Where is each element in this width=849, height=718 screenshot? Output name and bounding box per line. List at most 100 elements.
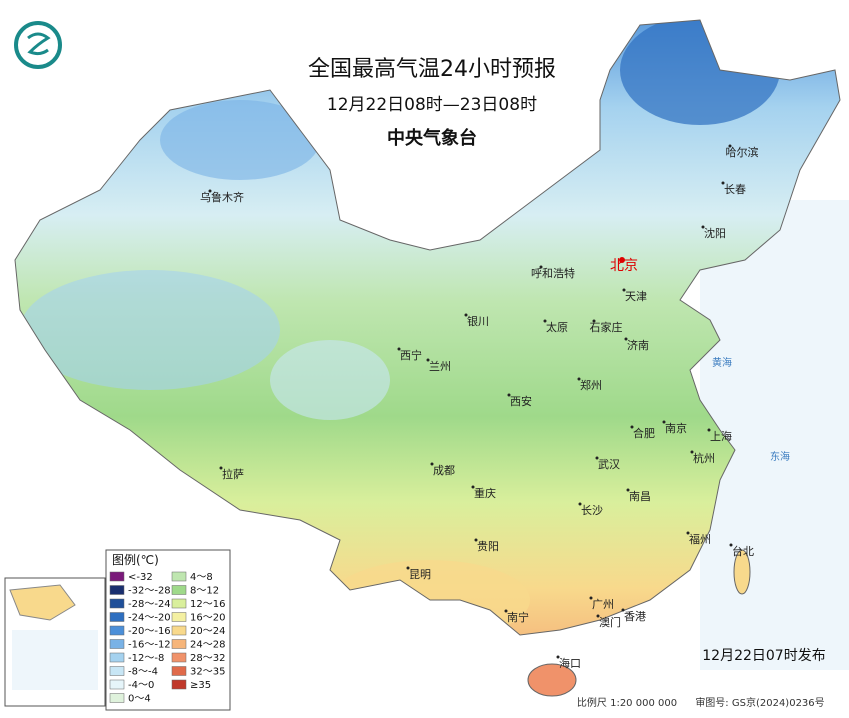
legend-label: 20～24 [190,626,225,637]
city-label: 北京 [610,258,638,274]
city-dot [690,450,694,454]
city-label: 贵阳 [477,540,499,553]
city-dot [507,393,511,397]
city-label: 沈阳 [704,226,726,240]
hainan [527,663,577,697]
city-label: 南京 [665,421,687,435]
legend-swatch [109,652,125,663]
logo [14,21,62,69]
legend-swatch [109,612,125,622]
scale: 比例尺 1:20 000 000 [577,696,677,709]
legend-label: <-32 [128,572,153,583]
city-dot [701,225,705,229]
city-label: 重庆 [474,486,496,500]
city-dot [721,181,725,185]
city-label: 合肥 [633,426,655,440]
city-label: 哈尔滨 [726,145,759,159]
city-dot [219,466,223,470]
city-dot [728,144,732,148]
legend-swatch [171,585,187,595]
legend-swatch [171,571,187,582]
legend-swatch [109,585,125,595]
city-dot [578,502,582,506]
city-dot [622,288,626,292]
city-label: 澳门 [599,615,621,629]
city-dot [630,425,634,429]
legend-box [105,549,231,711]
legend-swatch [171,612,187,622]
legend-label: 4～8 [190,572,213,583]
city-dot [589,596,593,600]
legend-swatch [109,693,125,703]
city-dot [397,347,401,351]
city-dot [208,189,212,193]
review-number: 审图号: GS京(2024)0236号 [695,696,824,709]
city-label: 海口 [559,656,581,670]
legend-swatch [109,666,125,676]
city-label: 天津 [625,290,647,303]
city-dot [430,462,434,466]
city-label: 兰州 [429,360,451,373]
subtitle: 12月22日08时—23日08时 [327,95,537,115]
city-label: 上海 [710,429,732,443]
city-dot [406,566,410,570]
legend-label: -8～-4 [128,667,158,678]
city-dot [426,358,430,362]
legend-swatch [109,625,125,636]
legend-label: 12～16 [190,599,225,610]
sea-label: 黄海 [712,356,732,369]
legend-label: ≥35 [190,680,211,691]
city-dot [543,319,547,323]
legend-swatch [109,639,125,649]
city-label: 成都 [433,464,455,477]
legend-swatch [171,666,187,676]
legend-label: -4～0 [128,680,154,691]
city-label: 福州 [689,532,711,546]
border [14,19,841,636]
city-label: 武汉 [598,458,620,471]
city-dot [556,655,560,659]
title: 全国最高气温24小时预报 [308,57,556,82]
city-dot [662,420,666,424]
sea [700,200,849,670]
city-label: 石家庄 [590,320,623,334]
city-dot [596,614,600,618]
city-dot [464,313,468,317]
legend: 图例(℃) <-32 -32～-28 -28～-24 -24～-20 -20～-16 -1… [105,549,231,711]
legend-label: 8～12 [190,586,219,597]
legend-swatch [171,679,187,690]
legend-label: -12～-8 [128,653,164,664]
city-label: 广州 [592,598,614,611]
city-label: 南宁 [507,610,529,624]
city-label: 银川 [467,314,489,328]
city-label: 乌鲁木齐 [200,190,244,204]
legend-swatch [109,598,125,609]
agency: 中央气象台 [387,127,477,149]
city-label: 西安 [510,394,532,408]
inset-land [9,584,76,621]
city-dot [577,377,581,381]
city-label: 拉萨 [222,467,244,481]
legend-swatch [171,639,187,649]
city-dot [619,257,625,263]
legend-title: 图例(℃) [112,553,159,567]
city-label: 西宁 [400,348,422,362]
city-dot [729,543,733,547]
city-dot [471,485,475,489]
legend-label: 16～20 [190,613,225,624]
legend-label: -16～-12 [128,640,171,651]
logo [27,32,51,56]
city-label: 太原 [546,321,568,334]
legend-swatch [171,625,187,636]
city-label: 济南 [627,338,649,352]
city-label: 南昌 [629,490,651,503]
city-dot [539,265,543,269]
legend-label: -28～-24 [128,599,171,610]
legend-label: -20～-16 [128,626,171,637]
city-dot [686,531,690,535]
city-label: 台北 [732,544,754,558]
city-dot [592,319,596,323]
city-label: 呼和浩特 [531,266,575,280]
city-label: 郑州 [580,378,602,392]
